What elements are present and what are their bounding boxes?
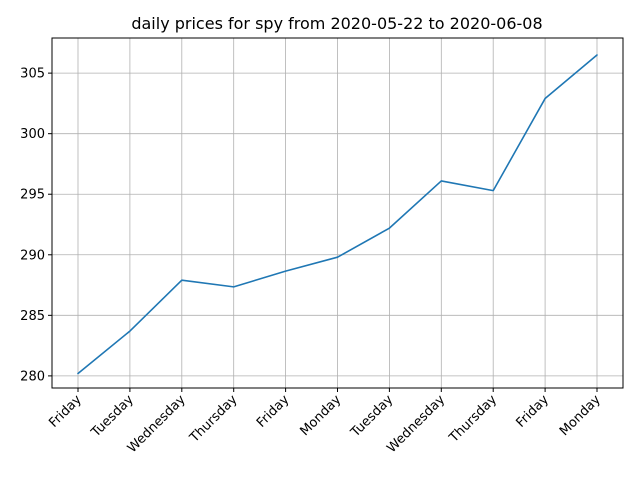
y-axis: 280 285 290 295 300 305 <box>20 67 52 384</box>
grid <box>52 38 623 388</box>
series-layer <box>77 54 598 375</box>
y-tick-label: 295 <box>20 188 45 203</box>
y-tick-label: 280 <box>20 369 45 384</box>
y-tick-label: 300 <box>20 127 45 142</box>
y-tick-label: 305 <box>20 67 45 82</box>
chart-title: daily prices for spy from 2020-05-22 to … <box>131 14 542 33</box>
series-line <box>77 54 598 375</box>
y-tick-label: 290 <box>20 248 45 263</box>
y-tick-label: 285 <box>20 309 45 324</box>
